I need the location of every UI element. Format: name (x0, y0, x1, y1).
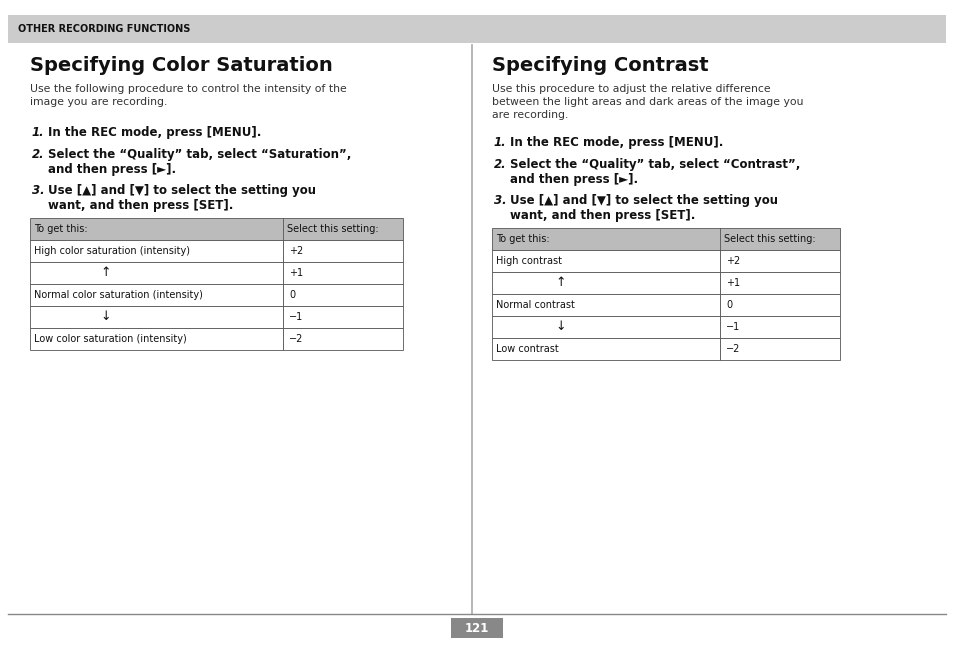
Text: +2: +2 (725, 256, 740, 266)
Text: 1.: 1. (494, 136, 506, 149)
Text: +1: +1 (725, 278, 740, 288)
Text: Normal contrast: Normal contrast (496, 300, 575, 310)
Bar (720, 316, 840, 338)
Text: −1: −1 (725, 322, 740, 332)
Text: To get this:: To get this: (496, 234, 549, 244)
Bar (492, 294, 720, 316)
Bar (283, 284, 402, 306)
Bar (8, 15, 945, 43)
Bar (720, 272, 840, 294)
Bar (283, 328, 402, 350)
Text: 1.: 1. (32, 126, 45, 139)
Bar (283, 240, 402, 262)
Text: −2: −2 (289, 334, 303, 344)
Text: 3.: 3. (32, 184, 45, 197)
Bar (283, 306, 402, 328)
Text: Select the “Quality” tab, select “Saturation”,
and then press [►].: Select the “Quality” tab, select “Satura… (48, 148, 351, 176)
Bar (720, 338, 840, 360)
Text: Use [▲] and [▼] to select the setting you
want, and then press [SET].: Use [▲] and [▼] to select the setting yo… (510, 194, 778, 222)
Text: In the REC mode, press [MENU].: In the REC mode, press [MENU]. (48, 126, 261, 139)
Bar (451, 618, 502, 638)
Text: Use [▲] and [▼] to select the setting you
want, and then press [SET].: Use [▲] and [▼] to select the setting yo… (48, 184, 315, 212)
Bar (30, 240, 283, 262)
Bar (492, 316, 720, 338)
Bar (492, 272, 720, 294)
Text: ↑: ↑ (101, 267, 112, 280)
Text: +2: +2 (289, 246, 303, 256)
Text: Select the “Quality” tab, select “Contrast”,
and then press [►].: Select the “Quality” tab, select “Contra… (510, 158, 800, 186)
Text: Normal color saturation (intensity): Normal color saturation (intensity) (34, 290, 203, 300)
Text: ↑: ↑ (555, 276, 565, 289)
Bar (30, 262, 283, 284)
Text: ↓: ↓ (101, 311, 112, 324)
Text: High color saturation (intensity): High color saturation (intensity) (34, 246, 190, 256)
Bar (30, 284, 283, 306)
Text: Select this setting:: Select this setting: (287, 224, 378, 234)
Text: Specifying Color Saturation: Specifying Color Saturation (30, 56, 333, 75)
Bar (283, 262, 402, 284)
Text: Use this procedure to adjust the relative difference
between the light areas and: Use this procedure to adjust the relativ… (492, 84, 802, 120)
Bar (30, 306, 283, 328)
Text: In the REC mode, press [MENU].: In the REC mode, press [MENU]. (510, 136, 722, 149)
Text: Select this setting:: Select this setting: (723, 234, 815, 244)
Text: 2.: 2. (32, 148, 45, 161)
Text: 3.: 3. (494, 194, 506, 207)
Bar (720, 294, 840, 316)
Text: OTHER RECORDING FUNCTIONS: OTHER RECORDING FUNCTIONS (18, 24, 191, 34)
Text: −1: −1 (289, 312, 303, 322)
Text: Low contrast: Low contrast (496, 344, 558, 354)
Text: High contrast: High contrast (496, 256, 561, 266)
Bar (30, 218, 402, 240)
Text: ↓: ↓ (555, 320, 565, 333)
Text: −2: −2 (725, 344, 740, 354)
Bar (30, 328, 283, 350)
Bar (720, 250, 840, 272)
Text: Use the following procedure to control the intensity of the
image you are record: Use the following procedure to control t… (30, 84, 346, 107)
Bar (492, 228, 840, 250)
Text: 0: 0 (289, 290, 294, 300)
Bar (492, 338, 720, 360)
Bar (492, 250, 720, 272)
Text: +1: +1 (289, 268, 303, 278)
Text: To get this:: To get this: (34, 224, 88, 234)
Text: Low color saturation (intensity): Low color saturation (intensity) (34, 334, 187, 344)
Text: Specifying Contrast: Specifying Contrast (492, 56, 708, 75)
Text: 121: 121 (464, 621, 489, 634)
Text: 2.: 2. (494, 158, 506, 171)
Text: 0: 0 (725, 300, 731, 310)
